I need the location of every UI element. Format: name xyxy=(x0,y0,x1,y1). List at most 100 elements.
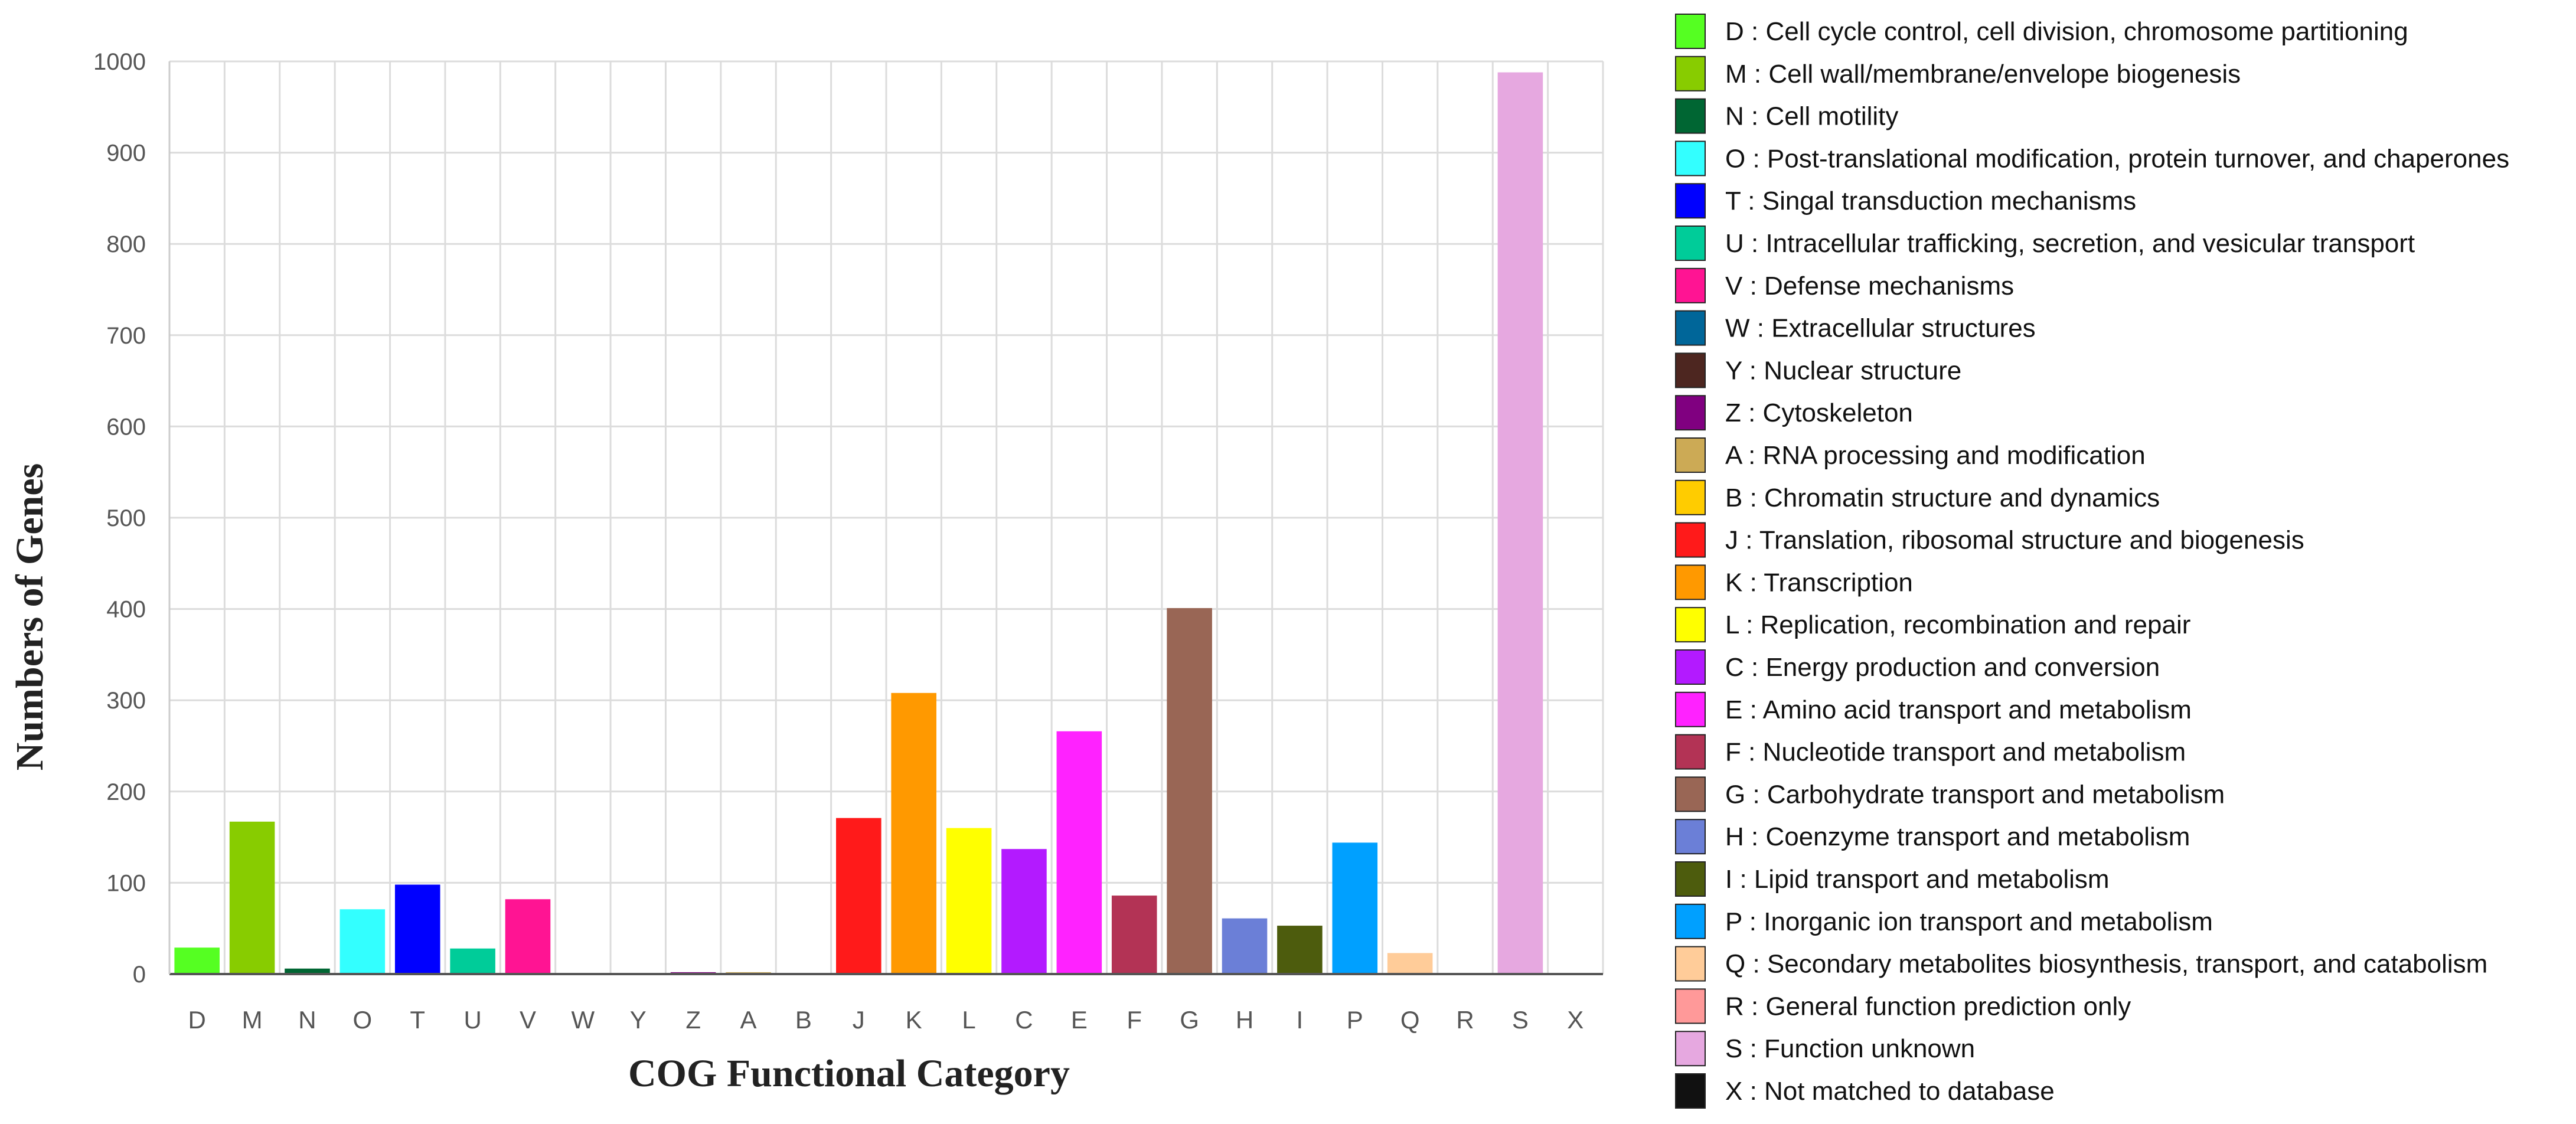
y-tick-label: 600 xyxy=(106,414,146,440)
legend: D : Cell cycle control, cell division, c… xyxy=(1675,14,2509,1109)
bar-T xyxy=(394,884,440,974)
legend-swatch-M xyxy=(1675,55,1706,92)
legend-label-H: H : Coenzyme transport and metabolism xyxy=(1725,822,2190,851)
legend-swatch-N xyxy=(1675,98,1706,134)
legend-swatch-W xyxy=(1675,310,1706,346)
legend-swatch-J xyxy=(1675,522,1706,558)
x-axis-title: COG Functional Category xyxy=(628,1052,1070,1095)
legend-label-C: C : Energy production and conversion xyxy=(1725,653,2160,682)
bar-layer xyxy=(174,72,1598,974)
y-tick-label: 800 xyxy=(106,231,146,257)
legend-swatch-H xyxy=(1675,819,1706,855)
legend-label-X: X : Not matched to database xyxy=(1725,1077,2055,1106)
bar-L xyxy=(946,828,992,974)
x-tick-label-M: M xyxy=(242,1006,263,1034)
legend-label-J: J : Translation, ribosomal structure and… xyxy=(1725,526,2304,555)
x-tick-label-V: V xyxy=(520,1006,536,1034)
legend-label-D: D : Cell cycle control, cell division, c… xyxy=(1725,17,2408,46)
legend-label-B: B : Chromatin structure and dynamics xyxy=(1725,483,2160,512)
x-tick-label-Y: Y xyxy=(630,1006,647,1034)
x-tick-label-B: B xyxy=(795,1006,812,1034)
x-tick-label-F: F xyxy=(1127,1006,1142,1034)
bar-G xyxy=(1167,608,1212,974)
legend-swatch-B xyxy=(1675,479,1706,515)
legend-label-S: S : Function unknown xyxy=(1725,1034,1975,1063)
legend-swatch-G xyxy=(1675,776,1706,812)
legend-label-R: R : General function prediction only xyxy=(1725,992,2131,1021)
y-tick-label: 700 xyxy=(106,323,146,349)
y-tick-label: 500 xyxy=(106,505,146,531)
legend-swatch-C xyxy=(1675,649,1706,685)
bar-I xyxy=(1277,926,1323,974)
legend-swatch-U xyxy=(1675,226,1706,261)
legend-swatch-K xyxy=(1675,564,1706,600)
bar-N xyxy=(285,968,330,974)
bar-F xyxy=(1111,896,1157,974)
x-tick-label-O: O xyxy=(353,1006,373,1034)
x-tick-label-P: P xyxy=(1347,1006,1363,1034)
bar-V xyxy=(505,899,551,974)
legend-label-P: P : Inorganic ion transport and metaboli… xyxy=(1725,907,2213,936)
x-tick-label-Z: Z xyxy=(685,1006,701,1034)
legend-label-G: G : Carbohydrate transport and metabolis… xyxy=(1725,780,2225,809)
bar-J xyxy=(836,818,881,974)
x-tick-label-J: J xyxy=(853,1006,865,1034)
legend-swatch-R xyxy=(1675,988,1706,1024)
y-tick-label: 1000 xyxy=(93,49,146,75)
x-tick-label-K: K xyxy=(906,1006,922,1034)
bar-M xyxy=(229,821,275,974)
legend-label-K: K : Transcription xyxy=(1725,568,1913,597)
legend-label-Y: Y : Nuclear structure xyxy=(1725,356,1961,385)
legend-swatch-L xyxy=(1675,607,1706,643)
x-tick-label-N: N xyxy=(298,1006,316,1034)
x-tick-label-A: A xyxy=(740,1006,757,1034)
bar-S xyxy=(1497,72,1543,974)
legend-label-T: T : Singal transduction mechanisms xyxy=(1725,187,2136,215)
legend-swatch-F xyxy=(1675,734,1706,770)
x-tick-label-S: S xyxy=(1512,1006,1529,1034)
y-tick-label: 400 xyxy=(106,597,146,623)
legend-label-M: M : Cell wall/membrane/envelope biogenes… xyxy=(1725,60,2241,89)
bar-P xyxy=(1332,842,1378,974)
legend-label-I: I : Lipid transport and metabolism xyxy=(1725,865,2110,894)
bar-U xyxy=(450,948,495,974)
x-tick-label-G: G xyxy=(1180,1006,1199,1034)
x-tick-label-L: L xyxy=(962,1006,975,1034)
bar-H xyxy=(1222,918,1268,974)
legend-label-A: A : RNA processing and modification xyxy=(1725,441,2146,470)
legend-label-O: O : Post-translational modification, pro… xyxy=(1725,144,2509,173)
bar-D xyxy=(174,947,220,974)
legend-swatch-S xyxy=(1675,1031,1706,1067)
y-tick-label: 0 xyxy=(133,962,146,988)
x-tick-label-Q: Q xyxy=(1400,1006,1420,1034)
y-tick-label: 100 xyxy=(106,870,146,896)
y-tick-label: 900 xyxy=(106,140,146,166)
x-tick-label-T: T xyxy=(410,1006,425,1034)
legend-swatch-X xyxy=(1675,1073,1706,1109)
x-tick-label-C: C xyxy=(1015,1006,1033,1034)
legend-label-V: V : Defense mechanisms xyxy=(1725,272,2014,300)
legend-swatch-T xyxy=(1675,183,1706,219)
x-tick-label-D: D xyxy=(188,1006,206,1034)
x-tick-label-H: H xyxy=(1236,1006,1253,1034)
x-tick-label-W: W xyxy=(572,1006,595,1034)
legend-swatch-D xyxy=(1675,14,1706,49)
legend-swatch-A xyxy=(1675,437,1706,473)
legend-swatch-P xyxy=(1675,903,1706,939)
x-tick-label-I: I xyxy=(1297,1006,1304,1034)
x-tick-label-X: X xyxy=(1567,1006,1584,1034)
legend-label-Z: Z : Cytoskeleton xyxy=(1725,398,1913,427)
legend-label-N: N : Cell motility xyxy=(1725,102,1898,131)
legend-swatch-I xyxy=(1675,861,1706,897)
legend-label-L: L : Replication, recombination and repai… xyxy=(1725,610,2190,639)
bar-C xyxy=(1001,849,1047,974)
legend-swatch-V xyxy=(1675,267,1706,303)
legend-label-E: E : Amino acid transport and metabolism xyxy=(1725,695,2192,724)
y-tick-label: 200 xyxy=(106,779,146,805)
bar-E xyxy=(1056,731,1102,974)
bar-K xyxy=(891,692,936,974)
grid-layer xyxy=(168,60,1604,975)
bar-O xyxy=(339,909,386,974)
legend-swatch-Q xyxy=(1675,946,1706,982)
